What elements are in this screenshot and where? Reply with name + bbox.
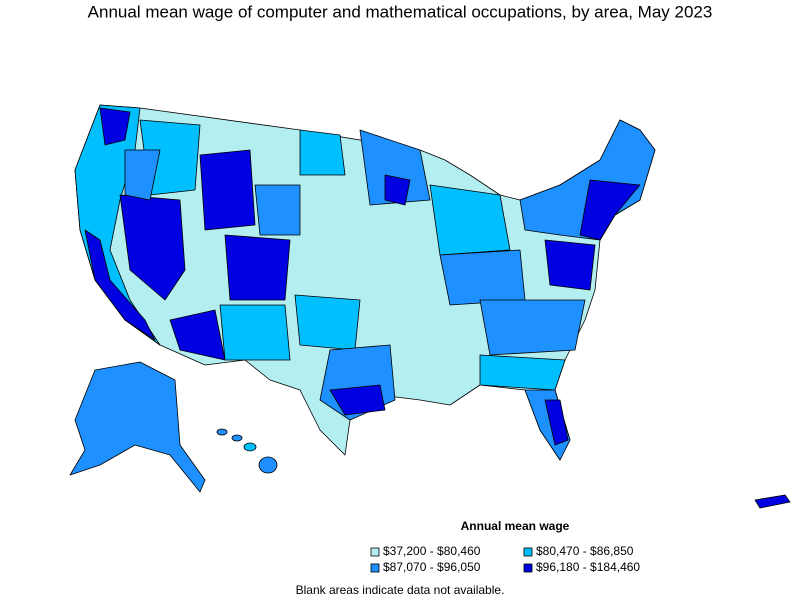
region [579, 179, 641, 241]
legend-label: $37,200 - $80,460 [383, 544, 481, 558]
region [243, 442, 257, 452]
region [519, 119, 656, 241]
legend-swatch [523, 547, 533, 557]
map [69, 104, 791, 509]
region [258, 456, 278, 474]
legend-label: $87,070 - $96,050 [383, 560, 481, 574]
region [199, 149, 256, 231]
region [99, 107, 131, 146]
legend-title: Annual mean wage [461, 519, 570, 533]
region [231, 434, 243, 442]
region [119, 194, 186, 301]
region [359, 129, 431, 206]
region [384, 174, 411, 206]
region [124, 149, 161, 201]
region [299, 129, 346, 176]
region [329, 384, 386, 416]
legend: $37,200 - $80,460 $80,470 - $86,850 $87,07… [370, 544, 640, 574]
legend-swatch [370, 563, 380, 573]
region [294, 294, 361, 351]
region [216, 428, 228, 436]
region [439, 249, 526, 306]
legend-swatch [370, 547, 380, 557]
region [254, 184, 301, 236]
region [544, 239, 596, 291]
region [544, 399, 569, 446]
region [219, 304, 291, 361]
legend-label: $96,180 - $184,460 [536, 560, 640, 574]
region [479, 354, 566, 391]
region [754, 494, 791, 509]
region [69, 361, 206, 493]
region [224, 234, 291, 301]
note: Blank areas indicate data not available. [296, 583, 505, 597]
map-title: Annual mean wage of computer and mathema… [88, 2, 713, 21]
region [479, 299, 586, 356]
legend-swatch [523, 563, 533, 573]
region [429, 184, 511, 256]
legend-label: $80,470 - $86,850 [536, 544, 634, 558]
region [84, 229, 156, 341]
